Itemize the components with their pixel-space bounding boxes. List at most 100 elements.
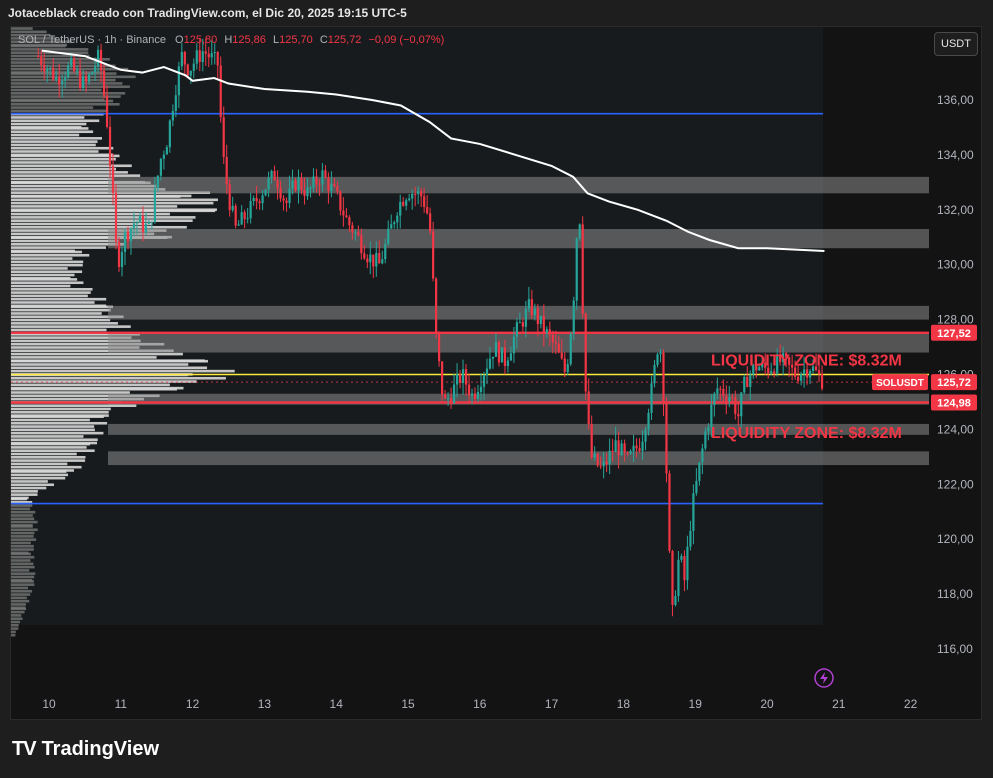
volume-profile-bar [11, 431, 104, 435]
candle-body [435, 278, 438, 333]
volume-profile-bar [11, 359, 205, 362]
candle-body [405, 200, 408, 206]
candle-body [470, 393, 474, 396]
candle-body [126, 231, 130, 242]
volume-profile-bar [11, 565, 35, 569]
candle-body [644, 429, 647, 442]
candle-body [303, 190, 306, 197]
volume-profile-bar [11, 346, 140, 349]
volume-profile-bar [11, 27, 33, 30]
candle-body [485, 368, 489, 376]
volume-profile-bar [11, 95, 121, 98]
price-tags: 127,52 124,98 125,72 SOLUSDT [872, 324, 977, 411]
price-axis[interactable]: 116,00118,00120,00122,00124,00126,00128,… [937, 93, 974, 656]
candle-body [497, 342, 501, 363]
volume-profile-bar [11, 538, 37, 541]
volume-profile-bar [11, 356, 157, 359]
volume-profile-bar [11, 102, 120, 106]
price-axis-tick: 132,00 [937, 203, 974, 217]
volume-profile-bar [11, 270, 83, 274]
volume-profile-bar [11, 291, 91, 294]
volume-profile-bar [11, 325, 131, 328]
volume-profile-bar [11, 64, 116, 68]
candle-body [147, 222, 151, 224]
candle-body [213, 52, 216, 54]
candle-body [411, 193, 414, 199]
candle-body [138, 215, 142, 223]
liquidity-zone-label: LIQUIDITY ZONE: $8.32M [711, 425, 902, 442]
volume-profile-bar [11, 257, 73, 260]
price-axis-tick: 116,00 [937, 642, 973, 656]
candle-body [647, 412, 650, 430]
candle-body [746, 376, 749, 388]
symbol-legend[interactable]: SOL / TetherUS · 1h · Binance O125,80 H1… [18, 34, 444, 46]
candle-body [500, 347, 504, 363]
candle-body [372, 254, 375, 267]
candle-body [46, 68, 49, 72]
high-value: 125,86 [232, 34, 266, 46]
volume-profile-bar [11, 146, 114, 150]
candle-body [755, 365, 758, 371]
candle-body [210, 53, 213, 58]
candle-body [204, 51, 207, 54]
candle-body [351, 225, 354, 233]
volume-profile-bar [11, 620, 20, 624]
volume-profile-bar [11, 75, 136, 79]
candle-body [491, 356, 495, 359]
candle-body [345, 215, 348, 218]
volume-profile-bar [11, 455, 86, 459]
volume-profile-bar [11, 623, 19, 627]
volume-profile-bar [11, 150, 99, 153]
candle-body [593, 453, 596, 458]
low-value: 125,70 [279, 34, 313, 46]
candle-body [141, 215, 145, 232]
candle-body [752, 365, 755, 375]
candle-body [408, 198, 411, 201]
candle-body [267, 177, 270, 190]
candle-body [665, 402, 668, 474]
candle-body [399, 201, 402, 216]
candle-body [635, 445, 638, 449]
time-axis-tick: 16 [473, 697, 487, 711]
volume-profile-bar [11, 342, 165, 346]
candle-body [596, 453, 599, 466]
currency-button[interactable]: USDT [934, 32, 978, 56]
volume-profile-bar [11, 33, 51, 37]
time-axis[interactable]: 10 11 12 13 14 15 16 17 18 19 20 21 22 [42, 697, 917, 711]
volume-profile-bar [11, 277, 71, 280]
volume-profile-bar [11, 531, 35, 535]
price-axis-tick: 122,00 [937, 477, 974, 491]
volume-profile-bar [11, 318, 111, 322]
candle-body [192, 63, 195, 71]
candle-body [318, 184, 321, 186]
candle-body [533, 308, 536, 316]
volume-profile-bar [11, 85, 130, 89]
candle-body [207, 53, 210, 58]
volume-profile-bar [11, 180, 145, 184]
candle-body [461, 369, 465, 383]
volume-profile-bar [11, 315, 124, 319]
candle-body [64, 77, 67, 81]
tradingview-brand[interactable]: TV TradingView [12, 736, 159, 762]
candle-body [105, 95, 109, 127]
candle-body [530, 299, 533, 316]
candle-body [312, 176, 315, 188]
candle-body [363, 253, 366, 259]
candle-body [773, 371, 776, 374]
candle-body [805, 369, 809, 378]
volume-profile-bar [11, 174, 141, 177]
candle-body [294, 180, 297, 191]
candle-body [590, 424, 593, 458]
candle-body [61, 80, 64, 85]
candle-body [641, 441, 644, 451]
volume-profile-bar [11, 235, 172, 239]
candle-body [70, 58, 73, 66]
candle-body [817, 370, 821, 374]
candle-body [282, 198, 285, 201]
volume-profile-bar [11, 288, 93, 291]
candle-body [542, 315, 545, 334]
candle-body [171, 110, 174, 121]
alert-button[interactable] [814, 668, 834, 688]
volume-profile-bar [11, 48, 89, 51]
